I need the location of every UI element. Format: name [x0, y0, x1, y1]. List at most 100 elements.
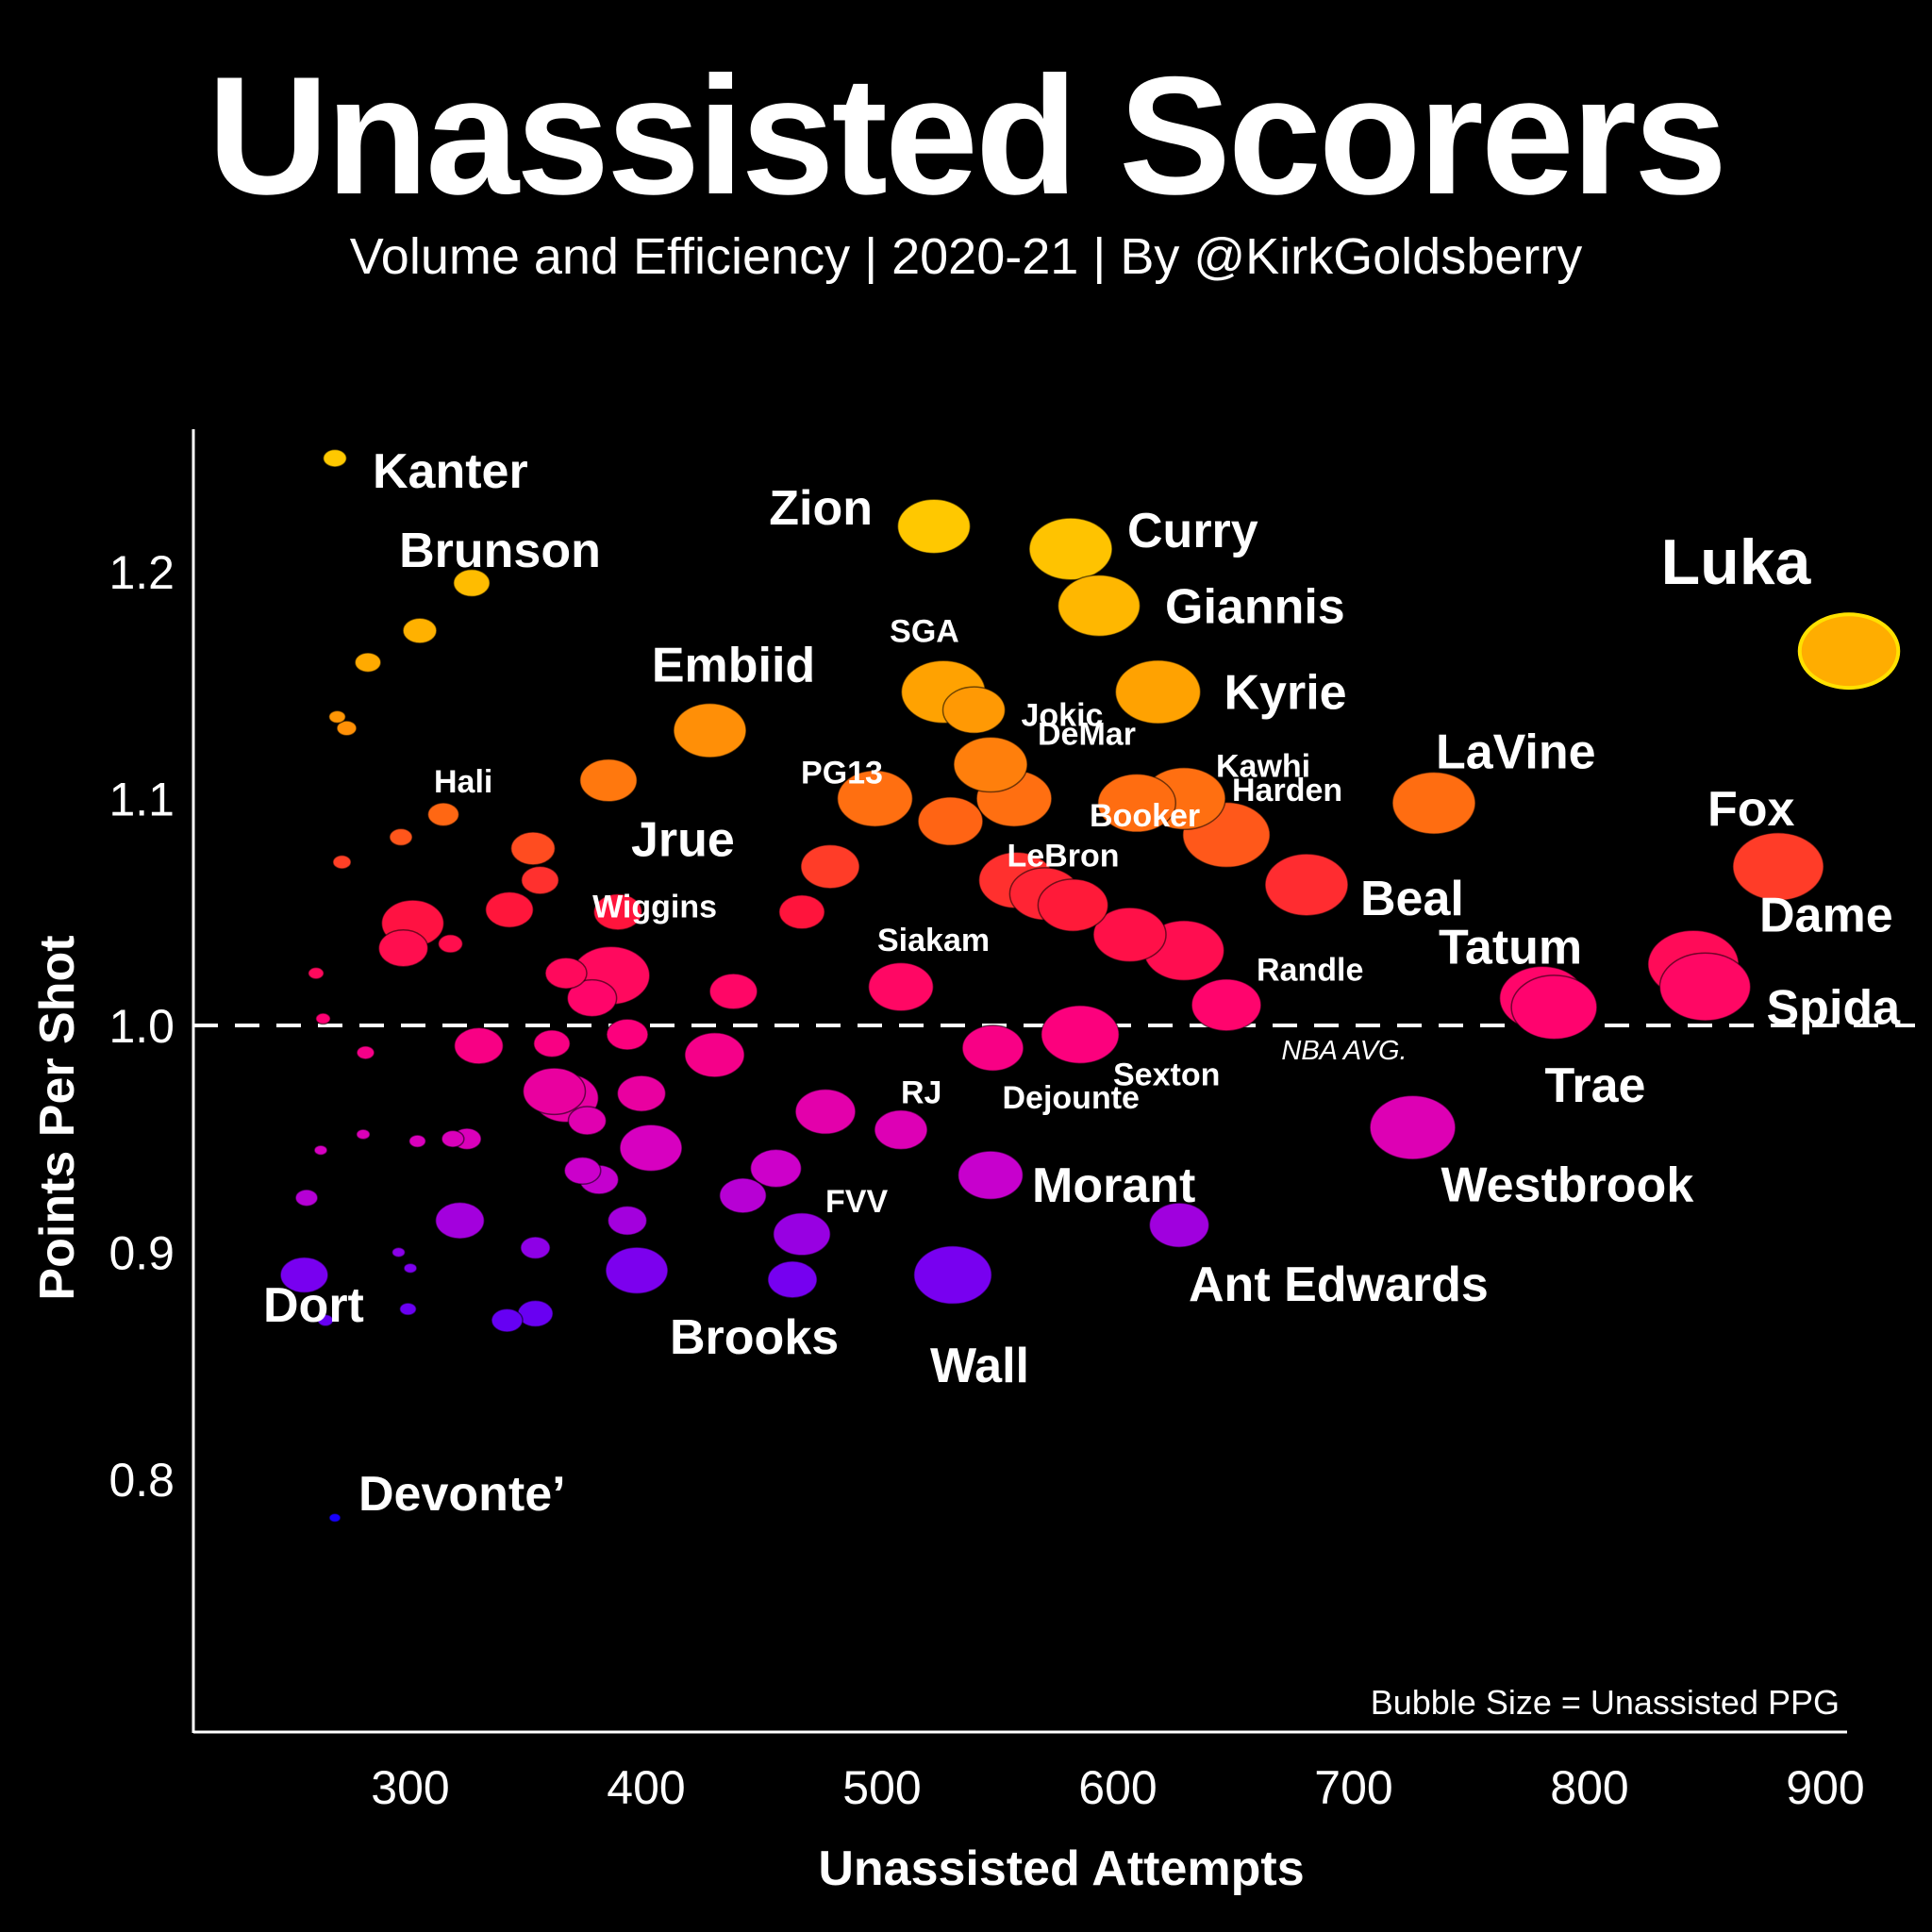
point-label: Fox	[1707, 782, 1795, 837]
data-bubble	[592, 892, 643, 931]
data-bubble	[1037, 878, 1109, 932]
data-bubble	[313, 1144, 328, 1157]
data-bubble	[749, 1148, 803, 1189]
point-label: Dort	[263, 1278, 364, 1333]
point-label: Sexton	[1113, 1058, 1220, 1093]
axes-group	[192, 429, 1847, 1734]
data-bubble	[509, 831, 557, 866]
data-bubble-pg13	[836, 770, 914, 827]
point-label: Tatum	[1439, 920, 1582, 974]
data-bubble	[402, 617, 438, 644]
x-tick-label: 900	[1786, 1761, 1864, 1814]
data-bubble	[332, 854, 352, 870]
x-tick-label: 700	[1314, 1761, 1392, 1814]
data-bubble	[308, 966, 325, 980]
data-bubble-westbrook	[1369, 1094, 1457, 1160]
data-bubble-brooks	[605, 1246, 669, 1295]
data-bubble	[619, 1124, 683, 1173]
data-bubble-wiggins	[800, 843, 860, 890]
data-bubble	[520, 1236, 551, 1260]
data-bubble	[294, 1189, 319, 1208]
data-bubble	[391, 1246, 407, 1258]
point-label: Devonte’	[358, 1467, 566, 1522]
point-label: DeMar	[1038, 716, 1136, 752]
data-bubble-luka	[1797, 612, 1901, 691]
data-bubble	[708, 973, 758, 1010]
data-bubble-zion	[896, 498, 972, 555]
x-tick-label: 400	[607, 1761, 685, 1814]
data-bubble	[356, 1045, 375, 1060]
point-label: Wiggins	[592, 890, 717, 925]
bubble-size-note: Bubble Size = Unassisted PPG	[1371, 1683, 1840, 1722]
x-axis-title: Unassisted Attempts	[818, 1841, 1304, 1896]
data-bubble	[684, 1031, 745, 1078]
nba-avg-label: NBA AVG.	[1281, 1036, 1407, 1066]
x-tick-label: 800	[1550, 1761, 1628, 1814]
data-bubble	[520, 865, 560, 895]
data-bubble-rj	[874, 1108, 928, 1151]
data-bubble	[279, 1256, 329, 1294]
data-bubble-giannis	[1057, 574, 1141, 638]
point-label: Randle	[1257, 952, 1363, 988]
point-label: FVV	[825, 1184, 888, 1220]
data-bubble	[533, 1029, 571, 1058]
data-bubble	[794, 1088, 857, 1135]
point-label: Westbrook	[1441, 1158, 1694, 1212]
point-label: PG13	[801, 755, 883, 791]
data-bubble-curry	[1028, 517, 1113, 581]
data-bubble	[566, 978, 618, 1018]
data-bubble	[606, 1018, 649, 1051]
data-bubble-kanter	[322, 448, 348, 468]
x-tick-label: 300	[371, 1761, 449, 1814]
data-bubble	[377, 929, 429, 968]
data-bubble	[491, 1307, 524, 1333]
data-bubble	[616, 1074, 667, 1112]
data-bubble-fox	[1732, 832, 1824, 902]
data-bubble	[719, 1177, 767, 1214]
x-tick-label: 500	[842, 1761, 921, 1814]
data-bubble	[1092, 907, 1167, 963]
point-label: Kanter	[373, 444, 528, 499]
data-bubble	[354, 652, 382, 674]
data-bubble	[327, 709, 347, 724]
data-bubble	[403, 1262, 418, 1274]
tick-label-group: 300 400 500 600 700 800 900 0.8 0.9 1.0 1.1 1.2	[108, 546, 1864, 1814]
data-bubble	[437, 934, 464, 954]
data-bubble	[607, 1205, 648, 1236]
point-label: Beal	[1360, 872, 1464, 926]
data-bubble-sexton	[1041, 1005, 1120, 1065]
point-label: Wall	[930, 1339, 1029, 1393]
data-bubble-ant-edwards	[1148, 1202, 1210, 1248]
y-tick-label: 1.1	[108, 774, 175, 826]
data-bubble	[522, 1067, 587, 1116]
point-label: Hali	[434, 764, 492, 800]
data-bubble-spida	[1658, 952, 1752, 1022]
data-bubble-randle	[1191, 978, 1262, 1032]
point-label: Morant	[1032, 1158, 1195, 1213]
point-label: Trae	[1545, 1058, 1646, 1113]
point-label: Curry	[1127, 504, 1258, 558]
data-bubble-hali	[426, 802, 460, 827]
point-label: RJ	[901, 1075, 941, 1111]
y-tick-label: 1.0	[108, 1000, 175, 1053]
data-bubble-fvv	[773, 1211, 831, 1257]
data-bubble-brunson	[453, 568, 491, 598]
point-label: Brunson	[399, 524, 601, 578]
point-label: Jokic	[1022, 698, 1104, 734]
y-tick-label: 0.8	[108, 1454, 175, 1507]
data-bubble-morant	[957, 1150, 1024, 1201]
data-bubble	[434, 1201, 486, 1240]
data-bubble-dejounte	[961, 1024, 1024, 1072]
data-bubble-beal	[1264, 853, 1349, 917]
point-label: Booker	[1090, 798, 1200, 834]
data-bubble	[453, 1026, 505, 1065]
point-label: Luka	[1661, 526, 1812, 598]
point-label: Jrue	[631, 812, 735, 867]
data-bubble-demar	[953, 736, 1028, 793]
point-label: Dejounte	[1003, 1080, 1140, 1116]
data-bubble	[389, 827, 413, 847]
data-bubble	[567, 1106, 608, 1136]
point-label: Brooks	[670, 1310, 839, 1365]
